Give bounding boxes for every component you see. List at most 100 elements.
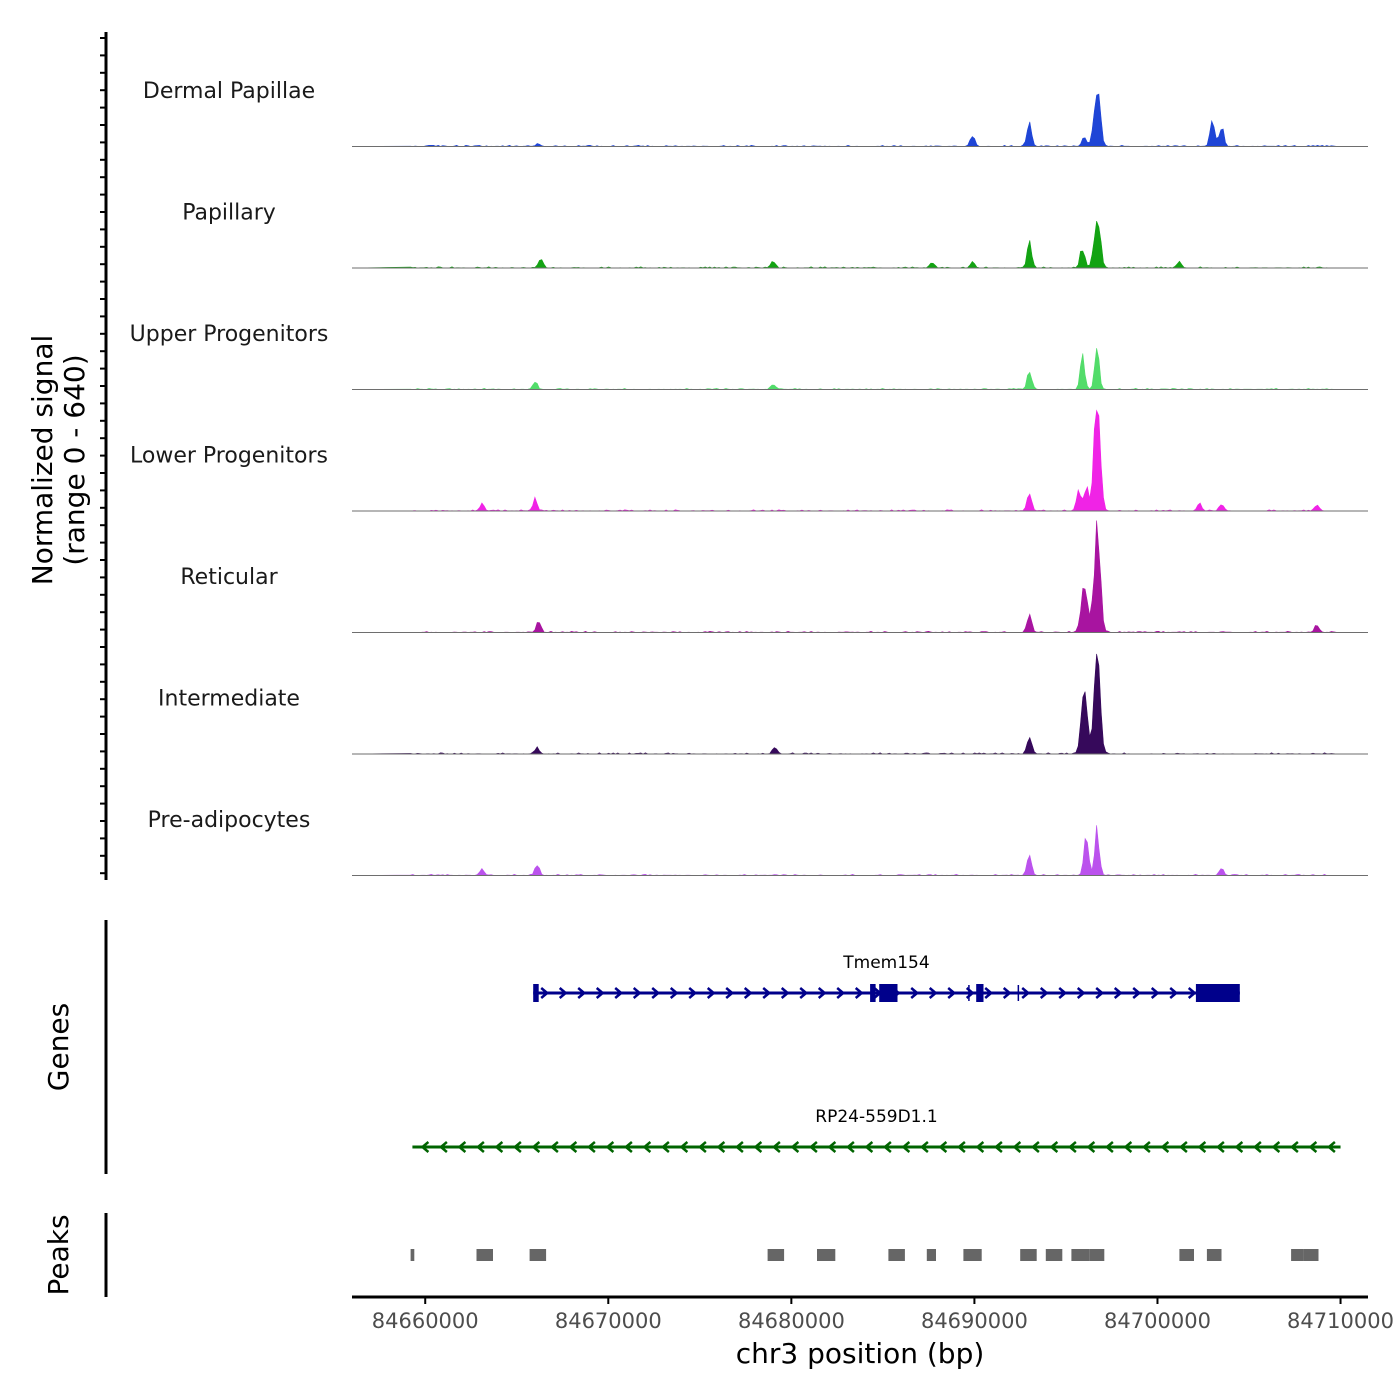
gene-label: RP24-559D1.1	[815, 1107, 937, 1127]
gene-model: Tmem154	[533, 953, 1240, 1002]
coverage-area	[351, 348, 1339, 390]
strand-arrow	[494, 1141, 504, 1153]
strand-arrow	[669, 987, 679, 999]
strand-arrow	[531, 1141, 541, 1153]
strand-arrow	[919, 1141, 929, 1153]
strand-arrow	[651, 987, 661, 999]
coverage-track: Dermal Papillae	[143, 79, 1368, 147]
strand-arrow	[549, 1141, 559, 1153]
coverage-track: Intermediate	[158, 653, 1368, 755]
peak-region	[817, 1249, 836, 1261]
peak-region	[926, 1249, 936, 1261]
peak-region	[1071, 1249, 1090, 1261]
strand-arrow	[882, 1141, 892, 1153]
strand-arrow	[1308, 1141, 1318, 1153]
strand-arrow	[993, 1141, 1003, 1153]
genes-track: Tmem154 RP24-559D1.1	[412, 953, 1341, 1153]
strand-arrow	[1252, 1141, 1262, 1153]
strand-arrow	[1234, 1141, 1244, 1153]
strand-arrow	[1150, 987, 1160, 999]
strand-arrow	[1030, 1141, 1040, 1153]
coverage-track: Papillary	[182, 201, 1368, 269]
strand-arrow	[1113, 987, 1123, 999]
track-label: Intermediate	[158, 687, 300, 712]
peak-region	[1179, 1249, 1194, 1261]
strand-arrow	[734, 1141, 744, 1153]
strand-arrow	[1289, 1141, 1299, 1153]
strand-arrow	[1021, 987, 1031, 999]
strand-arrow	[1141, 1141, 1151, 1153]
x-tick-label: 84680000	[738, 1309, 845, 1333]
gene-model: RP24-559D1.1	[412, 1107, 1341, 1153]
strand-arrow	[1178, 1141, 1188, 1153]
coverage-track: Pre-adipocytes	[148, 808, 1368, 876]
strand-arrow	[836, 987, 846, 999]
strand-arrow	[1002, 987, 1012, 999]
strand-arrow	[743, 987, 753, 999]
x-axis-title: chr3 position (bp)	[736, 1337, 985, 1370]
gene-exon	[870, 984, 876, 1002]
strand-arrow	[697, 1141, 707, 1153]
strand-arrow	[956, 1141, 966, 1153]
strand-arrow	[679, 1141, 689, 1153]
strand-arrow	[808, 1141, 818, 1153]
coverage-area	[351, 93, 1339, 147]
strand-arrow	[1197, 1141, 1207, 1153]
strand-arrow	[762, 987, 772, 999]
strand-arrow	[558, 987, 568, 999]
strand-arrow	[910, 987, 920, 999]
coverage-area	[351, 653, 1339, 755]
track-label: Papillary	[182, 201, 276, 226]
strand-arrow	[1169, 987, 1179, 999]
strand-arrow	[753, 1141, 763, 1153]
strand-arrow	[1076, 987, 1086, 999]
strand-arrow	[864, 1141, 874, 1153]
strand-arrow	[928, 987, 938, 999]
coverage-area	[351, 409, 1339, 512]
gene-exon	[1195, 984, 1240, 1002]
strand-arrow	[790, 1141, 800, 1153]
strand-arrow	[1123, 1141, 1133, 1153]
track-label: Dermal Papillae	[143, 79, 315, 104]
y-axis-title-line1: Normalized signal	[26, 335, 59, 586]
peak-region	[1303, 1249, 1319, 1261]
strand-arrow	[420, 1141, 430, 1153]
strand-arrow	[1039, 987, 1049, 999]
y-axis-title-line2: (range 0 - 640)	[58, 354, 91, 565]
peak-region	[1089, 1249, 1105, 1261]
peak-region	[1045, 1249, 1063, 1261]
strand-arrow	[706, 987, 716, 999]
coverage-area	[351, 825, 1339, 876]
peak-region	[888, 1249, 905, 1261]
peaks-track	[410, 1249, 1319, 1261]
strand-arrow	[817, 987, 827, 999]
x-tick-label: 84710000	[1287, 1309, 1394, 1333]
strand-arrow	[845, 1141, 855, 1153]
strand-arrow	[540, 987, 550, 999]
gene-label: Tmem154	[842, 953, 929, 973]
strand-arrow	[642, 1141, 652, 1153]
strand-arrow	[799, 987, 809, 999]
peak-region	[529, 1249, 547, 1261]
strand-arrow	[614, 987, 624, 999]
coverage-area	[351, 520, 1339, 633]
strand-arrow	[901, 1141, 911, 1153]
strand-arrow	[1104, 1141, 1114, 1153]
strand-arrow	[623, 1141, 633, 1153]
gene-exon	[879, 984, 898, 1002]
strand-arrow	[716, 1141, 726, 1153]
gene-exon	[976, 984, 984, 1002]
strand-arrow	[947, 987, 957, 999]
x-tick-label: 84690000	[921, 1309, 1028, 1333]
strand-arrow	[568, 1141, 578, 1153]
strand-arrow	[457, 1141, 467, 1153]
peak-region	[410, 1249, 415, 1261]
strand-arrow	[605, 1141, 615, 1153]
strand-arrow	[780, 987, 790, 999]
strand-arrow	[688, 987, 698, 999]
strand-arrow	[1067, 1141, 1077, 1153]
coverage-area	[351, 220, 1339, 269]
strand-arrow	[1086, 1141, 1096, 1153]
track-axes	[100, 32, 108, 1297]
